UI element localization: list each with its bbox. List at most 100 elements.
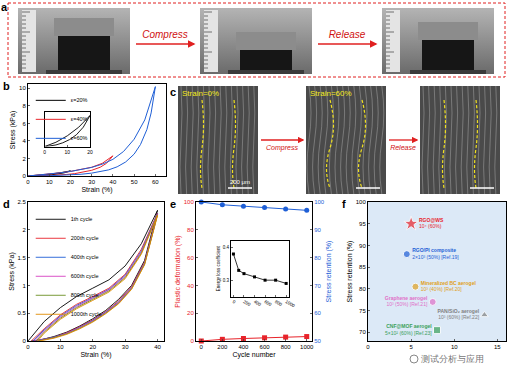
svg-text:800th cycle: 800th cycle [71,292,99,298]
svg-text:RGO/PI composite2×10³ (50%) [R: RGO/PI composite2×10³ (50%) [Ref.19] [412,247,459,260]
svg-text:0: 0 [22,173,26,179]
svg-text:a: a [1,1,8,13]
svg-text:15: 15 [494,344,501,350]
svg-text:100: 100 [314,199,325,205]
svg-text:PAN/SiO₂ aerogel10³ (60%) [Ref: PAN/SiO₂ aerogel10³ (60%) [Ref.22] [437,308,479,321]
svg-text:10: 10 [46,179,53,185]
svg-text:测试分析与应用: 测试分析与应用 [421,354,484,364]
svg-text:5: 5 [409,344,413,350]
svg-text:e: e [170,198,176,210]
svg-text:0: 0 [22,338,26,344]
svg-text:RGO@WS10⁴ (60%): RGO@WS10⁴ (60%) [419,217,444,230]
svg-text:Stress (kPa): Stress (kPa) [8,252,16,291]
svg-text:90: 90 [359,243,366,249]
svg-text:2: 2 [22,156,26,162]
svg-text:1: 1 [22,283,26,289]
svg-text:1000th cycle: 1000th cycle [71,311,102,317]
svg-text:200: 200 [217,344,228,350]
svg-text:600: 600 [263,299,272,307]
svg-text:1000: 1000 [300,344,314,350]
svg-text:400: 400 [253,299,262,307]
svg-text:Plastic deformation (%): Plastic deformation (%) [174,235,182,307]
svg-text:10: 10 [19,85,26,91]
svg-text:2: 2 [22,227,26,233]
svg-text:Compress: Compress [266,144,298,152]
svg-text:Graphene aerogel10³ (50%) [Ref: Graphene aerogel10³ (50%) [Ref.21] [385,295,428,308]
svg-text:Strain=0%: Strain=0% [182,89,219,98]
svg-text:20: 20 [87,149,93,155]
svg-text:800: 800 [274,299,283,307]
svg-text:85: 85 [359,264,366,270]
svg-text:800: 800 [281,344,292,350]
svg-text:40: 40 [154,344,161,350]
svg-text:30: 30 [88,179,95,185]
svg-text:50: 50 [131,179,138,185]
svg-text:100: 100 [184,199,195,205]
svg-text:c: c [170,86,176,98]
svg-text:Stress (kPa): Stress (kPa) [9,111,17,150]
svg-text:50: 50 [314,338,321,344]
svg-text:Release: Release [390,144,416,151]
svg-text:Strain (%): Strain (%) [81,186,112,194]
svg-text:200 μm: 200 μm [230,179,250,185]
svg-text:0: 0 [232,299,237,305]
svg-text:600th cycle: 600th cycle [71,273,99,279]
svg-text:0.4: 0.4 [223,245,230,250]
svg-text:70: 70 [359,329,366,335]
svg-text:8: 8 [22,103,26,109]
svg-text:20: 20 [187,310,194,316]
svg-text:ε=40%: ε=40% [71,116,88,122]
svg-text:0: 0 [190,338,194,344]
svg-text:200: 200 [242,299,251,307]
svg-text:ε=60%: ε=60% [71,135,88,141]
svg-text:0.5: 0.5 [17,310,26,316]
svg-text:0.3: 0.3 [223,278,230,283]
svg-text:80: 80 [359,286,366,292]
svg-text:Release: Release [329,29,366,40]
svg-text:1000: 1000 [285,299,297,309]
svg-text:1th cycle: 1th cycle [71,216,93,222]
svg-text:0: 0 [200,344,204,350]
svg-text:40: 40 [187,283,194,289]
svg-text:60: 60 [152,179,159,185]
svg-text:30: 30 [122,344,129,350]
svg-text:0: 0 [366,344,370,350]
svg-text:f: f [342,198,346,210]
svg-text:10: 10 [451,344,458,350]
svg-text:40: 40 [110,179,117,185]
svg-text:4: 4 [22,138,26,144]
svg-text:0: 0 [43,149,46,155]
svg-text:600: 600 [260,344,271,350]
svg-text:Strain (%): Strain (%) [80,351,111,359]
svg-text:d: d [3,198,10,210]
svg-text:Cycle number: Cycle number [232,351,276,359]
svg-text:75: 75 [359,308,366,314]
svg-text:Stress retention (%): Stress retention (%) [325,241,333,303]
svg-text:200th cycle: 200th cycle [71,235,99,241]
svg-text:20: 20 [89,344,96,350]
svg-text:80: 80 [187,227,194,233]
svg-text:0: 0 [26,179,30,185]
svg-text:100: 100 [356,199,367,205]
svg-text:2.5: 2.5 [17,199,26,205]
svg-text:20: 20 [67,179,74,185]
svg-text:Compress: Compress [142,29,188,40]
svg-text:70: 70 [314,283,321,289]
svg-text:1.5: 1.5 [17,255,26,261]
svg-text:60: 60 [187,255,194,261]
svg-text:CNF@MOF aerogel5×10² (60%) [Re: CNF@MOF aerogel5×10² (60%) [Ref.23] [385,323,432,336]
svg-text:95: 95 [359,221,366,227]
svg-text:b: b [3,80,10,92]
svg-text:400th cycle: 400th cycle [71,254,99,260]
svg-text:6: 6 [22,121,26,127]
svg-text:10: 10 [65,149,71,155]
svg-text:ε=20%: ε=20% [71,97,88,103]
svg-text:10: 10 [57,344,64,350]
svg-text:90: 90 [314,227,321,233]
svg-text:60: 60 [314,310,321,316]
svg-text:Mineralized BC aerogel10³ (40%: Mineralized BC aerogel10³ (40%) [Ref.20] [421,280,477,293]
svg-text:Strain=60%: Strain=60% [310,89,352,98]
svg-text:400: 400 [238,344,249,350]
svg-text:Stress retention (%): Stress retention (%) [346,241,354,303]
svg-text:80: 80 [314,255,321,261]
